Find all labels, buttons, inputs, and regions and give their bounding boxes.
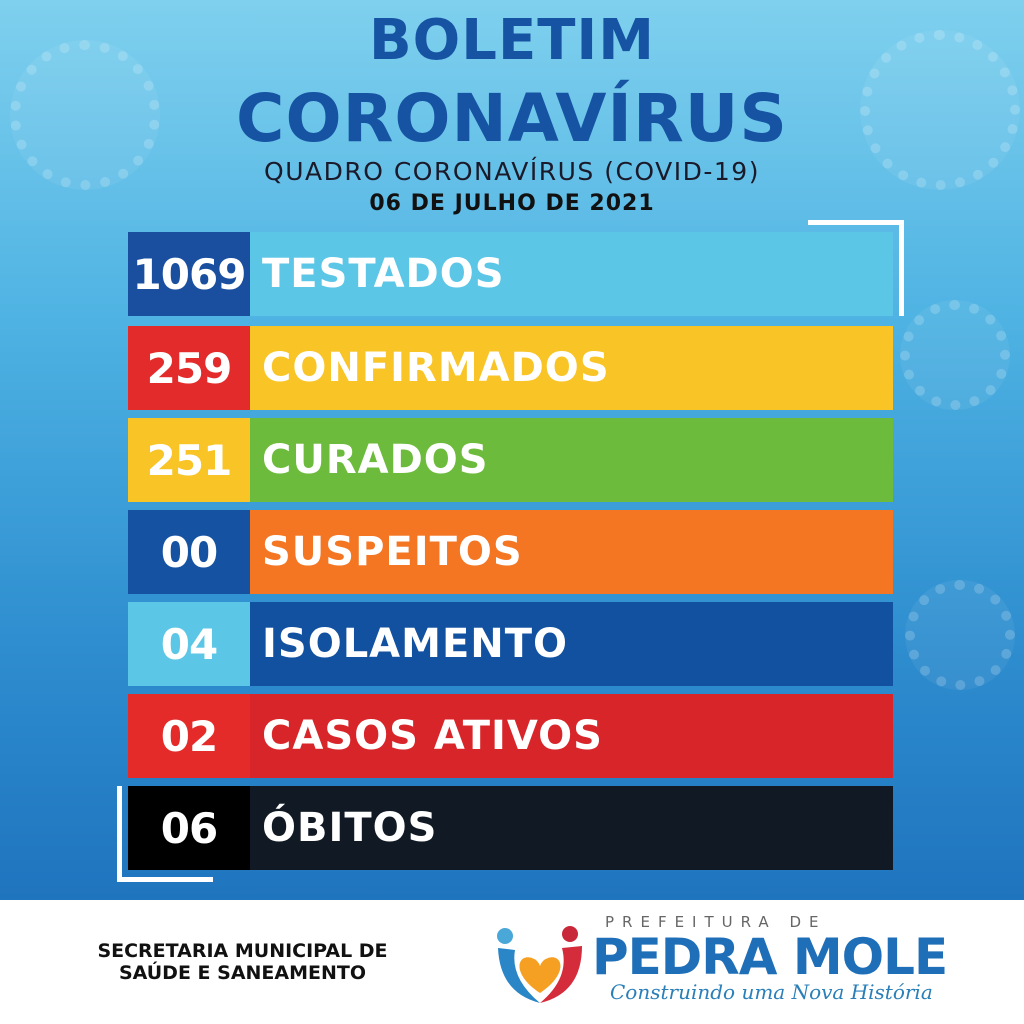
stat-label: TESTADOS	[250, 232, 893, 316]
stat-value: 259	[128, 326, 250, 410]
heart-people-logo-icon	[497, 926, 582, 1003]
stat-row: 04 ISOLAMENTO	[128, 602, 893, 686]
stat-label: SUSPEITOS	[250, 510, 893, 594]
stat-label: ISOLAMENTO	[250, 602, 893, 686]
stat-value: 1069	[128, 232, 250, 316]
stat-label: ÓBITOS	[250, 786, 893, 870]
virus-decoration	[860, 30, 1020, 190]
stat-value: 00	[128, 510, 250, 594]
secretaria-line2: SAÚDE E SANEAMENTO	[118, 962, 367, 984]
virus-decoration	[905, 580, 1015, 690]
stat-row: 06 ÓBITOS	[128, 786, 893, 870]
title-line1: BOLETIM	[369, 8, 655, 73]
stat-row: 251 CURADOS	[128, 418, 893, 502]
stat-value: 06	[128, 786, 250, 870]
bulletin-date: 06 DE JULHO DE 2021	[369, 191, 655, 216]
virus-decoration	[900, 300, 1010, 410]
stat-row: 1069 TESTADOS	[128, 232, 893, 316]
subtitle: QUADRO CORONAVÍRUS (COVID-19)	[264, 157, 760, 186]
stat-row: 259 CONFIRMADOS	[128, 326, 893, 410]
logo-prefeitura: PREFEITURA DE	[605, 913, 827, 931]
virus-decoration	[10, 40, 160, 190]
title-line2: CORONAVÍRUS	[236, 80, 788, 157]
corner-bracket	[808, 220, 904, 316]
secretaria-line1: SECRETARIA MUNICIPAL DE	[97, 940, 388, 962]
stat-value: 251	[128, 418, 250, 502]
stat-value: 04	[128, 602, 250, 686]
stat-value: 02	[128, 694, 250, 778]
stat-row: 00 SUSPEITOS	[128, 510, 893, 594]
stat-label: CONFIRMADOS	[250, 326, 893, 410]
stat-label: CURADOS	[250, 418, 893, 502]
stat-row: 02 CASOS ATIVOS	[128, 694, 893, 778]
corner-bracket	[117, 786, 213, 882]
logo-slogan: Construindo uma Nova História	[610, 980, 933, 1004]
secretaria-label: SECRETARIA MUNICIPAL DE SAÚDE E SANEAMEN…	[90, 940, 395, 984]
stat-label: CASOS ATIVOS	[250, 694, 893, 778]
logo-name: PEDRA MOLE	[592, 928, 948, 986]
